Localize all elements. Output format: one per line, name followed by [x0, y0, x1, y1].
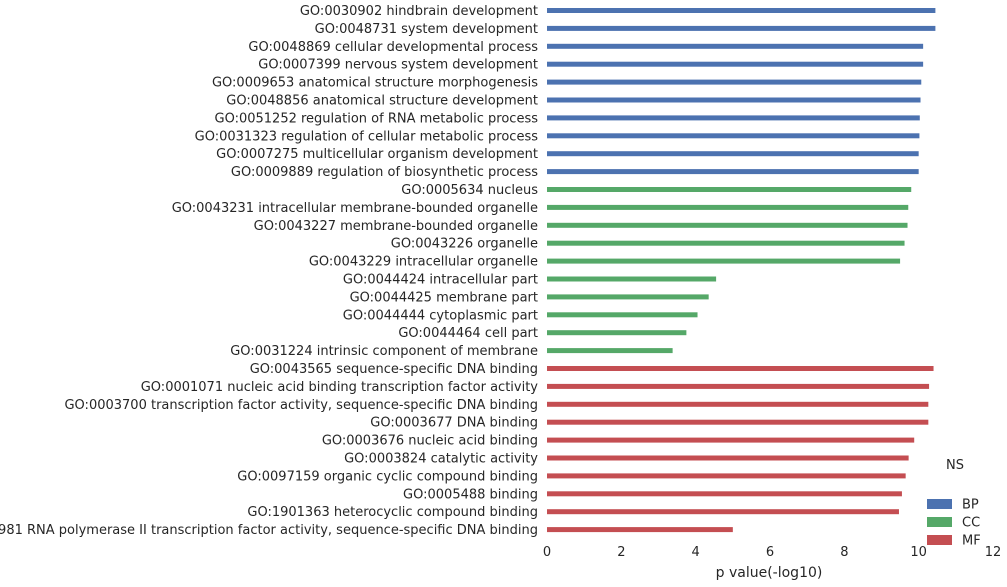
bar-cc: [547, 294, 709, 300]
category-label: GO:0003700 transcription factor activity…: [64, 398, 538, 413]
category-label: GO:0030902 hindbrain development: [300, 4, 538, 19]
bar-cc: [547, 240, 905, 246]
category-label: GO:0043229 intracellular organelle: [309, 255, 538, 270]
bar-bp: [547, 25, 936, 31]
bar-mf: [547, 509, 899, 515]
bar-cc: [547, 330, 687, 336]
bar-bp: [547, 43, 924, 49]
category-label: GO:0044444 cytoplasmic part: [343, 308, 538, 323]
bar-bp: [547, 169, 919, 175]
bars-group: [547, 8, 936, 533]
x-tick-label: 8: [840, 545, 848, 560]
legend-swatch-bp: [927, 499, 952, 509]
category-label: GO:0009889 regulation of biosynthetic pr…: [231, 165, 538, 180]
category-label: GO:0000981 RNA polymerase II transcripti…: [0, 523, 538, 538]
bar-bp: [547, 133, 920, 139]
bar-mf: [547, 437, 915, 443]
x-tick-label: 0: [543, 545, 551, 560]
category-label: GO:0043231 intracellular membrane-bounde…: [172, 201, 538, 216]
bar-cc: [547, 222, 908, 228]
category-label: GO:0043565 sequence-specific DNA binding: [250, 362, 538, 377]
x-axis-title: p value(-log10): [716, 565, 823, 581]
category-label: GO:0043227 membrane-bounded organelle: [254, 219, 538, 234]
category-label: GO:0007275 multicellular organism develo…: [216, 147, 538, 162]
category-label: GO:0005488 binding: [403, 487, 538, 502]
bar-bp: [547, 79, 922, 85]
bar-bp: [547, 97, 921, 103]
bar-cc: [547, 204, 909, 210]
bar-mf: [547, 419, 929, 425]
x-tick-labels-group: 0 2 4 6 8 10 12: [543, 545, 1001, 560]
category-label: GO:0003676 nucleic acid binding: [322, 434, 538, 449]
legend-label-cc: CC: [962, 516, 980, 531]
bar-bp: [547, 115, 920, 121]
legend-title: NS: [946, 458, 964, 473]
category-label: GO:0044464 cell part: [398, 326, 538, 341]
bar-cc: [547, 187, 912, 192]
legend-swatch-mf: [927, 535, 952, 545]
bar-mf: [547, 455, 909, 461]
bar-mf: [547, 383, 930, 389]
legend-label-bp: BP: [962, 498, 979, 513]
category-label: GO:0003677 DNA binding: [370, 416, 538, 431]
legend-label-mf: MF: [962, 534, 981, 549]
bar-cc: [547, 348, 673, 354]
bar-mf: [547, 401, 929, 407]
category-label: GO:0031323 regulation of cellular metabo…: [195, 129, 539, 144]
category-label: GO:1901363 heterocyclic compound binding: [247, 505, 538, 520]
x-tick-label: 12: [985, 545, 1002, 560]
bar-cc: [547, 312, 698, 318]
legend-swatch-cc: [927, 517, 952, 527]
bar-mf: [547, 491, 902, 497]
x-tick-label: 6: [766, 545, 774, 560]
bar-cc: [547, 276, 717, 282]
category-labels-group: GO:0030902 hindbrain development GO:00487…: [0, 4, 538, 538]
bar-bp: [547, 61, 924, 67]
bar-mf: [547, 473, 906, 479]
category-label: GO:0051252 regulation of RNA metabolic p…: [215, 111, 539, 126]
category-label: GO:0031224 intrinsic component of membra…: [230, 344, 538, 359]
x-tick-label: 4: [692, 545, 700, 560]
bar-mf: [547, 366, 934, 371]
x-tick-label: 2: [617, 545, 625, 560]
category-label: GO:0003824 catalytic activity: [344, 452, 538, 467]
category-label: GO:0044424 intracellular part: [343, 273, 538, 288]
category-label: GO:0097159 organic cyclic compound bindi…: [237, 469, 538, 484]
x-tick-label: 10: [910, 545, 927, 560]
category-label: GO:0043226 organelle: [391, 237, 538, 252]
bar-bp: [547, 8, 936, 13]
category-label: GO:0048869 cellular developmental proces…: [248, 40, 538, 55]
legend: NS BP CC MF: [927, 458, 981, 549]
category-label: GO:0005634 nucleus: [401, 183, 538, 198]
bar-cc: [547, 258, 901, 264]
category-label: GO:0007399 nervous system development: [258, 58, 538, 73]
category-label: GO:0009653 anatomical structure morphoge…: [212, 76, 538, 91]
category-label: GO:0044425 membrane part: [350, 290, 538, 305]
category-label: GO:0001071 nucleic acid binding transcri…: [141, 380, 539, 395]
category-label: GO:0048731 system development: [315, 22, 538, 37]
bar-mf: [547, 527, 733, 533]
bar-bp: [547, 151, 919, 157]
category-label: GO:0048856 anatomical structure developm…: [226, 94, 538, 109]
